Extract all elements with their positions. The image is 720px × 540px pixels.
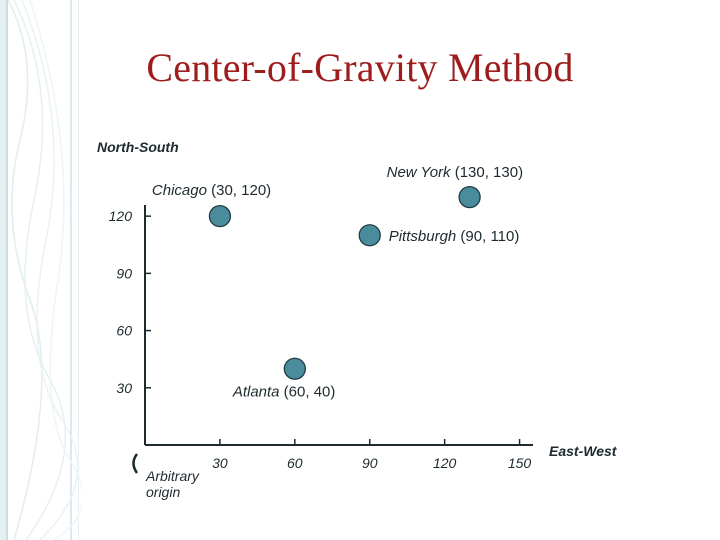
x-tick-label: 150 — [508, 455, 532, 471]
y-axis-label: North-South — [97, 139, 179, 155]
point-chicago — [208, 205, 232, 228]
point-new-york — [458, 185, 481, 209]
ticks: 30 60 90 120 30 60 90 120 150 — [109, 208, 532, 471]
y-tick-label: 90 — [116, 265, 132, 281]
y-tick-label: 30 — [116, 380, 132, 396]
x-tick-label: 60 — [287, 455, 303, 471]
origin-label: Arbitrary origin — [145, 468, 200, 500]
page-title: Center-of-Gravity Method — [146, 45, 574, 90]
label-atlanta: Atlanta (60, 40) — [232, 384, 336, 401]
x-axis-label: East-West — [549, 443, 618, 459]
point-labels: Chicago (30, 120) New York (130, 130) Pitt… — [152, 164, 523, 401]
left-decoration — [0, 0, 82, 540]
y-tick-label: 60 — [116, 323, 132, 339]
point-atlanta — [283, 357, 306, 380]
axes — [132, 205, 533, 474]
data-points — [208, 185, 481, 380]
label-chicago: Chicago (30, 120) — [152, 182, 271, 199]
x-tick-label: 120 — [433, 455, 457, 471]
y-tick-label: 120 — [109, 208, 133, 224]
x-tick-label: 30 — [212, 455, 228, 471]
origin-arrow — [132, 453, 139, 474]
point-pittsburgh — [358, 224, 381, 247]
label-new-york: New York (130, 130) — [387, 164, 523, 181]
label-pittsburgh: Pittsburgh (90, 110) — [389, 228, 520, 245]
x-tick-label: 90 — [362, 455, 378, 471]
